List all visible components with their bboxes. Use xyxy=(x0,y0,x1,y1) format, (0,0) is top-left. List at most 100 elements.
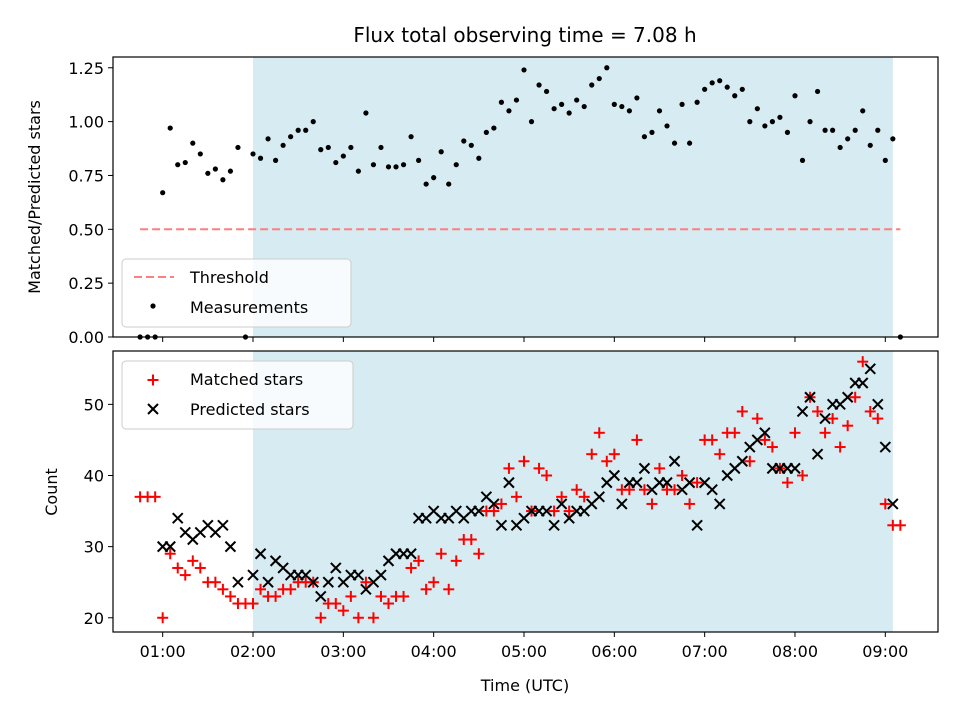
x-marker-b xyxy=(864,363,876,375)
predicted-star-point xyxy=(872,398,884,411)
matched-star-point xyxy=(563,505,575,517)
matched-star-point xyxy=(857,356,869,368)
measurement-point xyxy=(272,157,279,163)
predicted-star-point xyxy=(864,363,876,375)
matched-star-point xyxy=(398,590,410,602)
measurement-point xyxy=(717,78,723,84)
measurement-point xyxy=(333,159,339,166)
matched-star-point xyxy=(147,374,159,386)
x-marker-b xyxy=(450,505,462,517)
matched-star-point xyxy=(533,462,545,474)
x-marker-b xyxy=(262,576,274,588)
predicted-star-point xyxy=(232,576,244,588)
measurement-point xyxy=(890,136,896,142)
matched-star-point xyxy=(255,583,267,595)
measurement-point xyxy=(784,129,791,135)
predicted-star-point xyxy=(683,476,696,489)
measurement-point xyxy=(649,129,655,135)
x-marker-b xyxy=(841,391,854,403)
predicted-star-point xyxy=(668,455,681,467)
matched-star-point xyxy=(157,612,169,624)
x-marker-b xyxy=(202,519,214,531)
x-marker-b xyxy=(254,548,267,560)
matched-star-point xyxy=(443,583,455,595)
x-marker-b xyxy=(277,562,289,574)
x-marker-b xyxy=(232,576,244,588)
matched-star-point xyxy=(465,534,477,546)
measurement-point xyxy=(732,93,738,99)
measurement-point xyxy=(182,159,188,166)
predicted-star-point xyxy=(164,540,176,553)
predicted-star-point xyxy=(857,377,869,389)
predicted-star-point xyxy=(616,498,628,510)
x-marker-b xyxy=(706,484,718,496)
predicted-star-point xyxy=(841,391,854,403)
measurement-point xyxy=(423,181,429,187)
matched-star-point xyxy=(691,477,703,489)
top-legend: Threshold Measurements xyxy=(121,258,352,328)
predicted-star-point xyxy=(262,576,274,588)
predicted-star-point xyxy=(315,590,327,603)
predicted-star-point xyxy=(638,462,651,475)
predicted-star-point xyxy=(608,469,621,482)
matched-star-point xyxy=(638,484,650,496)
predicted-star-point xyxy=(879,441,892,453)
predicted-star-point xyxy=(405,548,417,560)
matched-star-point xyxy=(345,590,357,602)
measurement-point xyxy=(355,168,361,174)
measurement-point xyxy=(513,97,520,103)
matched-star-point xyxy=(187,555,199,567)
x-marker-b xyxy=(593,491,605,503)
x-tick-label: 06:00 xyxy=(591,642,637,661)
measurement-point xyxy=(671,140,678,146)
matched-star-point xyxy=(383,598,395,610)
matched-star-point xyxy=(653,462,665,474)
x-marker-b xyxy=(548,519,560,531)
measurement-point xyxy=(754,106,760,112)
predicted-star-point xyxy=(593,491,605,503)
matched-star-point xyxy=(420,583,432,595)
matched-star-point xyxy=(781,477,793,489)
measurement-point xyxy=(348,144,354,151)
matched-star-point xyxy=(812,405,824,417)
x-tick-label: 04:00 xyxy=(411,642,457,661)
legend-measurements-swatch xyxy=(150,303,156,309)
observing-window-band xyxy=(253,351,893,632)
measurement-point xyxy=(860,108,866,114)
x-tick-label: 09:00 xyxy=(862,642,908,661)
predicted-star-point xyxy=(473,505,485,517)
x-marker-b xyxy=(427,505,440,517)
top-legend-box xyxy=(121,258,352,328)
measurement-point xyxy=(205,170,211,176)
matched-star-point xyxy=(172,562,184,574)
measurement-point xyxy=(551,106,557,112)
measurement-point xyxy=(227,168,234,174)
matched-star-point xyxy=(571,484,583,496)
top-axes-frame xyxy=(112,56,939,338)
predicted-star-point xyxy=(330,562,342,574)
measurement-point xyxy=(867,142,873,148)
x-tick-label: 07:00 xyxy=(682,642,728,661)
matched-star-point xyxy=(601,455,613,467)
measurement-point xyxy=(310,119,316,125)
matched-star-point xyxy=(179,569,191,581)
bottom-axes-frame xyxy=(112,350,939,633)
measurement-point xyxy=(799,157,806,163)
measurement-point xyxy=(506,108,512,114)
measurement-point xyxy=(566,110,572,116)
measurement-point xyxy=(574,97,580,103)
x-marker-b xyxy=(247,569,259,581)
measurement-point xyxy=(581,103,587,110)
bottom-legend-box xyxy=(121,360,354,430)
measurement-point xyxy=(167,125,173,131)
matched-star-point xyxy=(285,583,297,595)
x-marker-b xyxy=(307,576,319,588)
x-marker-b xyxy=(616,498,628,510)
top-y-axis-label: Matched/Predicted stars xyxy=(25,100,44,294)
matched-star-point xyxy=(894,519,906,531)
matched-star-point xyxy=(337,605,349,617)
matched-star-point xyxy=(149,491,161,503)
predicted-star-point xyxy=(548,519,560,531)
measurement-point xyxy=(822,127,828,133)
bottom-legend: Matched stars Predicted stars xyxy=(121,360,354,430)
